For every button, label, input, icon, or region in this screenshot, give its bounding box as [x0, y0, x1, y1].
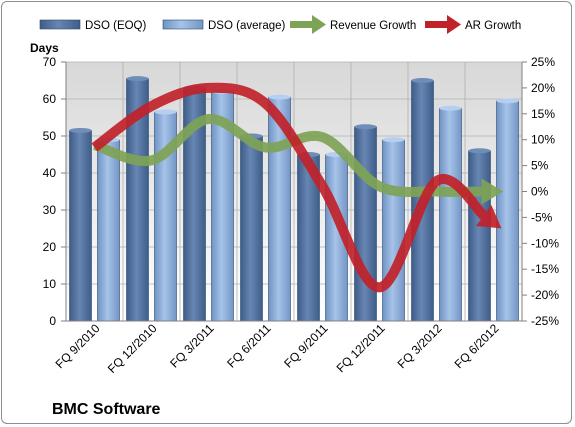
x-axis-ticks: FQ 9/2010 FQ 12/2010 FQ 3/2011 FQ 6/2011 FQ …: [53, 321, 502, 376]
right-axis-ticks: -25% -20% -15% -10% -5% 0% 5% 10% 15% 20% 25%: [522, 55, 559, 328]
arrow-group: [91, 82, 504, 293]
y-tick-label: 70: [43, 55, 57, 69]
legend-label-revenue-growth: Revenue Growth: [330, 20, 416, 32]
y-tick-label: 30: [43, 203, 57, 217]
revenue-growth-arrowhead: [481, 178, 504, 205]
bar-cap: [496, 98, 519, 104]
bar-cap: [69, 127, 92, 133]
bar-cap: [382, 137, 405, 143]
y2-tick-label: -20%: [531, 288, 559, 302]
y-tick-label: 60: [43, 92, 57, 106]
bar-dso-average: [97, 139, 120, 322]
y2-tick-label: 10%: [531, 133, 555, 147]
chart-title: BMC Software: [52, 401, 161, 418]
bar-dso-average: [439, 107, 462, 322]
y2-tick-label: 15%: [531, 107, 555, 121]
bar-cap: [468, 148, 491, 154]
legend-swatch-dso-eoq-: [39, 19, 81, 30]
x-tick-label: FQ 6/2011: [224, 321, 274, 371]
y-tick-label: 0: [49, 314, 56, 328]
bar-cap: [354, 124, 377, 130]
legend-arrow-ar-growth: [447, 15, 461, 34]
y-axis-label: Days: [30, 41, 59, 55]
x-tick-label: FQ 3/2012: [395, 321, 445, 371]
bar-dso-eoq: [468, 150, 491, 322]
bar-group: [69, 76, 519, 322]
legend-swatch-revenue-growth: [290, 21, 312, 28]
x-tick-label: FQ 9/2010: [53, 321, 103, 371]
ar-growth-line: [91, 82, 488, 293]
y2-tick-label: -5%: [531, 210, 553, 224]
y-tick-label: 50: [43, 129, 57, 143]
bar-cap: [126, 76, 149, 82]
y2-tick-label: -15%: [531, 262, 559, 276]
bar-dso-eoq: [240, 135, 263, 322]
y-tick-label: 20: [43, 240, 57, 254]
x-tick-label: FQ 12/2011: [334, 321, 388, 375]
legend-swatch-dso-average-: [162, 19, 204, 30]
left-axis-ticks: 0 10 20 30 40 50 60 70: [43, 55, 66, 328]
y2-tick-label: -25%: [531, 314, 559, 328]
y-tick-label: 40: [43, 166, 57, 180]
bar-cap: [268, 94, 291, 100]
y2-tick-label: 5%: [531, 159, 549, 173]
bar-cap: [411, 78, 434, 83]
legend-label-dso-average-: DSO (average): [208, 20, 286, 32]
x-tick-label: FQ 6/2012: [452, 321, 502, 371]
bar-dso-average: [496, 100, 519, 322]
legend-swatch-ar-growth: [425, 21, 447, 28]
bar-cap: [439, 105, 462, 111]
bar-dso-eoq: [69, 130, 92, 322]
x-tick-label: FQ 12/2010: [105, 321, 160, 376]
y2-tick-label: -10%: [531, 236, 559, 250]
x-tick-label: FQ 3/2011: [167, 321, 217, 371]
y2-tick-label: 20%: [531, 81, 555, 95]
legend: DSO (EOQ) DSO (average) Revenue Growth AR G…: [39, 15, 521, 34]
bar-dso-eoq: [354, 126, 377, 322]
y2-tick-label: 0%: [531, 185, 549, 199]
legend-label-ar-growth: AR Growth: [465, 20, 521, 32]
legend-arrow-revenue-growth: [312, 15, 326, 34]
ar-growth-arrowhead: [476, 204, 502, 229]
y2-tick-label: 25%: [531, 55, 555, 69]
y-tick-label: 10: [43, 277, 57, 291]
bar-cap: [154, 109, 177, 115]
x-tick-label: FQ 9/2011: [281, 321, 331, 371]
bar-dso-average: [382, 139, 405, 322]
legend-label-dso-eoq-: DSO (EOQ): [85, 20, 147, 32]
